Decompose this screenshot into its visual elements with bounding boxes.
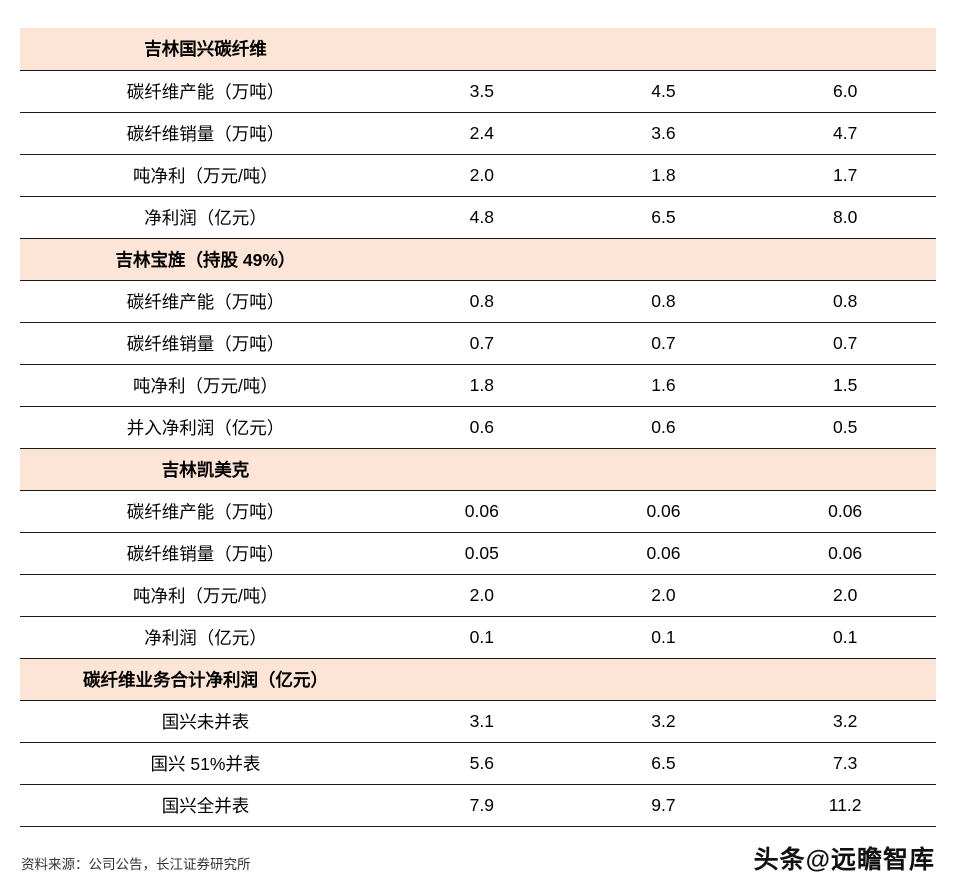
- table-row: 碳纤维产能（万吨） 3.5 4.5 6.0: [20, 70, 936, 113]
- row-value: 2.0: [390, 154, 573, 197]
- section-title: 吉林国兴碳纤维: [20, 28, 391, 71]
- row-value: 3.2: [754, 700, 936, 743]
- section-header-row: 吉林宝旌（持股 49%）: [20, 238, 936, 281]
- row-value: 2.4: [390, 112, 573, 155]
- row-value: 4.5: [572, 70, 755, 113]
- row-value: 8.0: [754, 196, 936, 239]
- table-row: 吨净利（万元/吨） 1.8 1.6 1.5: [20, 364, 936, 407]
- row-value: 0.7: [390, 322, 573, 365]
- row-value: 3.6: [572, 112, 755, 155]
- row-value: 7.9: [390, 784, 573, 827]
- row-value: 0.7: [754, 322, 936, 365]
- row-value: 0.06: [754, 532, 936, 575]
- row-value: 0.06: [390, 490, 573, 533]
- table-row: 吨净利（万元/吨） 2.0 1.8 1.7: [20, 154, 936, 197]
- empty-cell: [390, 658, 573, 701]
- carbon-fiber-profit-table: 吉林国兴碳纤维 碳纤维产能（万吨） 3.5 4.5 6.0 碳纤维销量（万吨） …: [20, 28, 936, 827]
- table-row: 碳纤维产能（万吨） 0.8 0.8 0.8: [20, 280, 936, 323]
- row-value: 11.2: [754, 784, 936, 827]
- row-value: 1.6: [572, 364, 755, 407]
- row-value: 0.7: [572, 322, 755, 365]
- row-value: 0.1: [754, 616, 936, 659]
- row-label: 国兴 51%并表: [20, 742, 391, 785]
- row-label: 并入净利润（亿元）: [20, 406, 391, 449]
- table-row: 吨净利（万元/吨） 2.0 2.0 2.0: [20, 574, 936, 617]
- section-header-row: 吉林凯美克: [20, 448, 936, 491]
- row-label: 吨净利（万元/吨）: [20, 574, 391, 617]
- empty-cell: [390, 238, 573, 281]
- row-label: 碳纤维销量（万吨）: [20, 532, 391, 575]
- row-value: 3.5: [390, 70, 573, 113]
- row-value: 3.1: [390, 700, 573, 743]
- row-value: 0.8: [572, 280, 755, 323]
- row-label: 碳纤维产能（万吨）: [20, 490, 391, 533]
- empty-cell: [390, 28, 573, 71]
- table-row: 国兴未并表 3.1 3.2 3.2: [20, 700, 936, 743]
- row-value: 0.1: [390, 616, 573, 659]
- source-note: 资料来源：公司公告，长江证券研究所: [21, 857, 251, 872]
- row-value: 6.0: [754, 70, 936, 113]
- row-label: 碳纤维产能（万吨）: [20, 70, 391, 113]
- row-value: 0.06: [572, 532, 755, 575]
- row-value: 0.6: [572, 406, 755, 449]
- section-header-row: 碳纤维业务合计净利润（亿元）: [20, 658, 936, 701]
- section-title: 碳纤维业务合计净利润（亿元）: [20, 658, 391, 701]
- row-label: 吨净利（万元/吨）: [20, 364, 391, 407]
- row-value: 6.5: [572, 196, 755, 239]
- row-value: 0.06: [572, 490, 755, 533]
- row-label: 净利润（亿元）: [20, 616, 391, 659]
- row-value: 9.7: [572, 784, 755, 827]
- row-value: 0.5: [754, 406, 936, 449]
- empty-cell: [572, 238, 755, 281]
- row-value: 1.7: [754, 154, 936, 197]
- row-value: 0.1: [572, 616, 755, 659]
- row-value: 0.05: [390, 532, 573, 575]
- row-value: 1.5: [754, 364, 936, 407]
- empty-cell: [754, 448, 936, 491]
- row-label: 碳纤维销量（万吨）: [20, 322, 391, 365]
- table-row: 碳纤维销量（万吨） 0.7 0.7 0.7: [20, 322, 936, 365]
- watermark-brand: 头条@远瞻智库: [753, 846, 935, 874]
- empty-cell: [572, 658, 755, 701]
- table-row: 国兴 51%并表 5.6 6.5 7.3: [20, 742, 936, 785]
- row-value: 3.2: [572, 700, 755, 743]
- empty-cell: [754, 238, 936, 281]
- row-label: 碳纤维产能（万吨）: [20, 280, 391, 323]
- empty-cell: [390, 448, 573, 491]
- row-label: 净利润（亿元）: [20, 196, 391, 239]
- row-value: 1.8: [572, 154, 755, 197]
- row-label: 国兴全并表: [20, 784, 391, 827]
- empty-cell: [572, 448, 755, 491]
- row-value: 4.8: [390, 196, 573, 239]
- section-title: 吉林宝旌（持股 49%）: [20, 238, 391, 281]
- empty-cell: [754, 658, 936, 701]
- section-title: 吉林凯美克: [20, 448, 391, 491]
- row-label: 吨净利（万元/吨）: [20, 154, 391, 197]
- table-row: 净利润（亿元） 0.1 0.1 0.1: [20, 616, 936, 659]
- row-value: 0.8: [390, 280, 573, 323]
- row-label: 国兴未并表: [20, 700, 391, 743]
- table-row: 碳纤维销量（万吨） 0.05 0.06 0.06: [20, 532, 936, 575]
- table-row: 国兴全并表 7.9 9.7 11.2: [20, 784, 936, 827]
- row-value: 0.6: [390, 406, 573, 449]
- row-value: 5.6: [390, 742, 573, 785]
- table-row: 碳纤维产能（万吨） 0.06 0.06 0.06: [20, 490, 936, 533]
- row-value: 6.5: [572, 742, 755, 785]
- table-row: 碳纤维销量（万吨） 2.4 3.6 4.7: [20, 112, 936, 155]
- row-value: 4.7: [754, 112, 936, 155]
- empty-cell: [754, 28, 936, 71]
- row-label: 碳纤维销量（万吨）: [20, 112, 391, 155]
- row-value: 1.8: [390, 364, 573, 407]
- table-row: 净利润（亿元） 4.8 6.5 8.0: [20, 196, 936, 239]
- row-value: 0.8: [754, 280, 936, 323]
- row-value: 2.0: [390, 574, 573, 617]
- row-value: 2.0: [572, 574, 755, 617]
- section-header-row: 吉林国兴碳纤维: [20, 28, 936, 71]
- empty-cell: [572, 28, 755, 71]
- row-value: 7.3: [754, 742, 936, 785]
- table-row: 并入净利润（亿元） 0.6 0.6 0.5: [20, 406, 936, 449]
- row-value: 0.06: [754, 490, 936, 533]
- row-value: 2.0: [754, 574, 936, 617]
